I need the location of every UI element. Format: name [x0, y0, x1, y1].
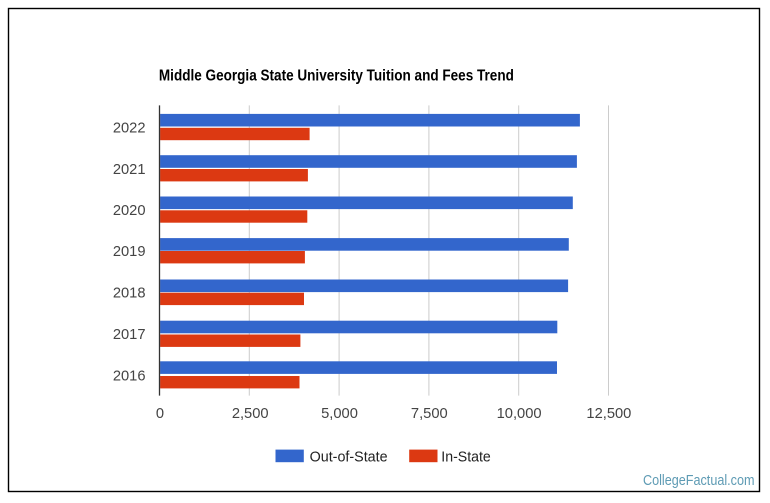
svg-text:2020: 2020 [113, 203, 146, 219]
svg-text:0: 0 [156, 406, 164, 422]
svg-text:Out-of-State: Out-of-State [310, 449, 388, 466]
svg-text:10,000: 10,000 [497, 406, 542, 422]
svg-text:7,500: 7,500 [411, 406, 448, 422]
svg-text:2019: 2019 [113, 244, 146, 260]
svg-text:2016: 2016 [113, 368, 146, 384]
svg-text:12,500: 12,500 [586, 406, 631, 422]
svg-text:CollegeFactual.com: CollegeFactual.com [643, 473, 755, 489]
svg-text:5,000: 5,000 [321, 406, 358, 422]
svg-text:In-State: In-State [441, 449, 491, 466]
svg-text:2021: 2021 [113, 162, 146, 178]
svg-text:2018: 2018 [113, 286, 146, 302]
svg-text:2017: 2017 [113, 327, 146, 343]
svg-text:2,500: 2,500 [232, 406, 269, 422]
svg-text:Middle Georgia State Universit: Middle Georgia State University Tuition … [159, 68, 514, 85]
svg-text:2022: 2022 [113, 121, 146, 137]
